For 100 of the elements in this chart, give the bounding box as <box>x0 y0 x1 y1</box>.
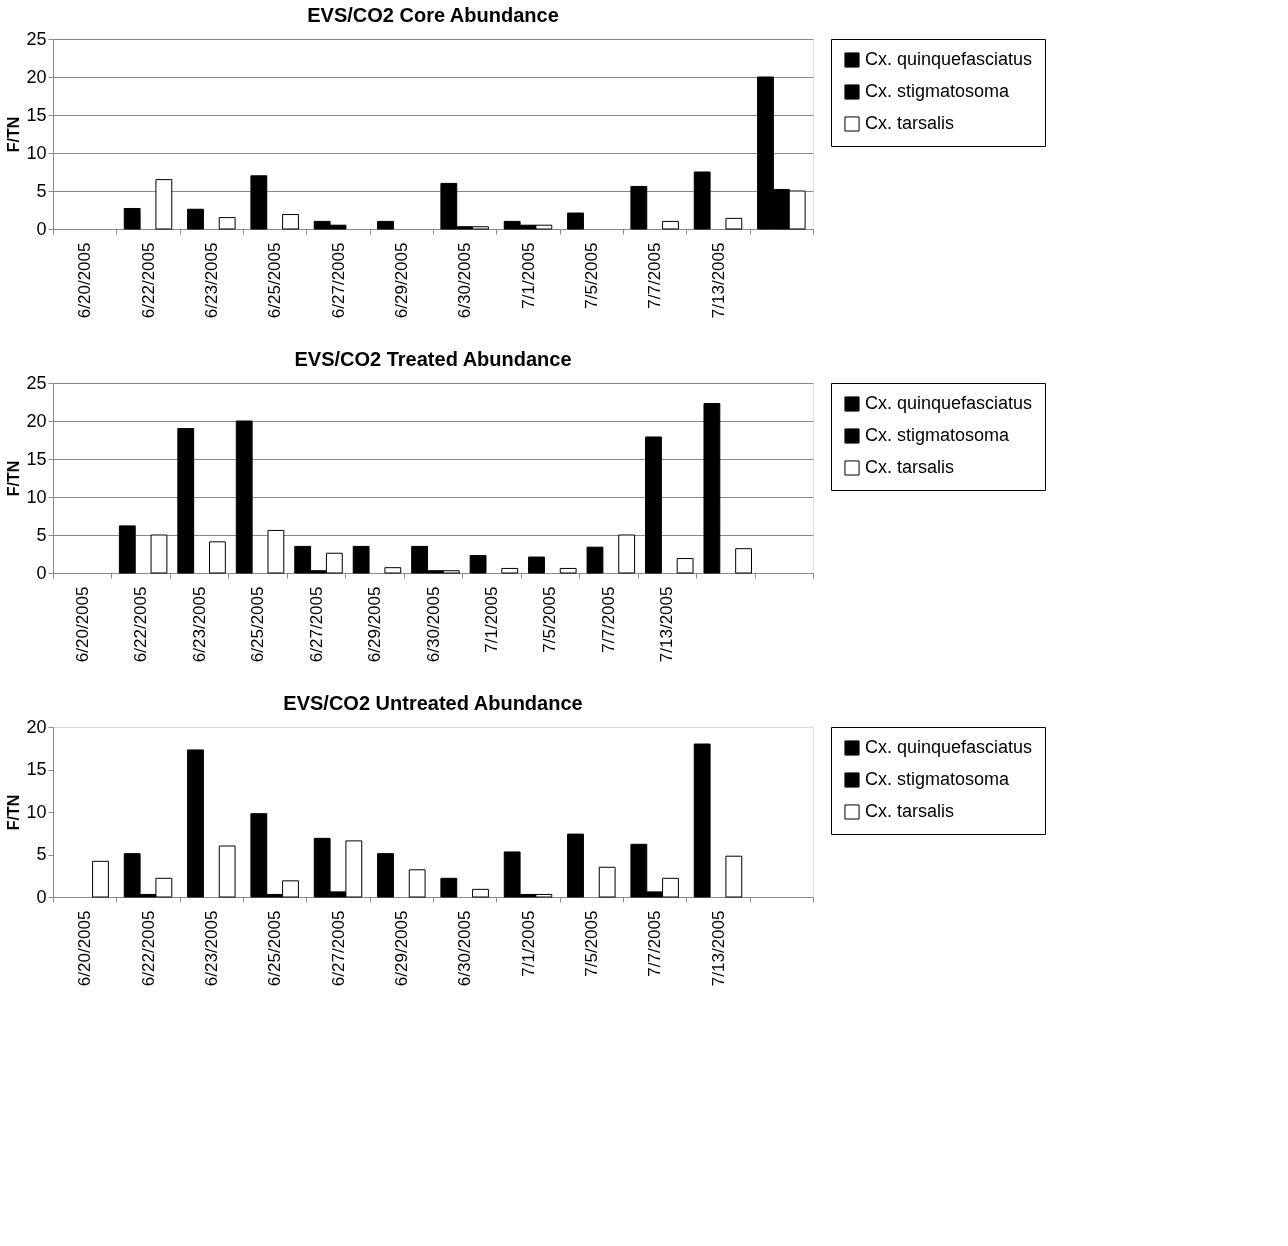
bar <box>118 525 136 574</box>
x-tick-label: 7/13/2005 <box>657 586 677 663</box>
x-tick-label: 6/29/2005 <box>391 242 411 319</box>
bar <box>352 545 370 574</box>
x-tick-label: 6/25/2005 <box>265 242 285 319</box>
legend-label: Cx. stigmatosoma <box>865 425 1011 445</box>
bar <box>586 546 604 574</box>
bar <box>559 567 577 574</box>
x-tick-label: 6/20/2005 <box>75 242 95 319</box>
bar <box>218 845 236 898</box>
x-tick-label: 7/5/2005 <box>581 242 601 309</box>
x-tick-label: 7/5/2005 <box>581 910 601 977</box>
bar <box>150 534 168 574</box>
bar <box>123 207 141 230</box>
y-tick-label: 0 <box>36 218 47 239</box>
chart-title: EVS/CO2 Treated Abundance <box>294 348 572 370</box>
x-tick-label: 7/13/2005 <box>708 910 728 987</box>
y-tick-label: 0 <box>36 562 47 583</box>
bar <box>250 175 268 230</box>
bar <box>676 558 694 574</box>
bar <box>177 428 195 574</box>
bar <box>598 866 616 898</box>
y-tick-label: 20 <box>26 410 47 431</box>
bar <box>267 529 285 574</box>
chart-title: EVS/CO2 Untreated Abundance <box>283 692 583 714</box>
bar <box>282 214 299 230</box>
bar <box>725 855 743 898</box>
bar <box>155 179 173 230</box>
x-tick-label: 6/23/2005 <box>201 242 221 319</box>
y-tick-label: 10 <box>26 142 47 163</box>
bar <box>187 208 204 230</box>
bar <box>693 171 711 230</box>
bar <box>209 541 226 574</box>
x-tick-label: 7/1/2005 <box>481 586 501 653</box>
bar <box>501 567 519 574</box>
legend-label: Cx. tarsalis <box>865 457 955 477</box>
x-tick-label: 6/23/2005 <box>189 586 209 663</box>
bar <box>735 548 752 574</box>
bar <box>528 556 545 574</box>
y-tick-label: 0 <box>36 886 47 907</box>
bar <box>472 888 489 898</box>
bar <box>725 217 743 230</box>
bar <box>384 567 402 574</box>
x-tick-label: 6/23/2005 <box>201 910 221 987</box>
bar <box>693 743 711 898</box>
bar <box>662 220 679 230</box>
bar <box>469 555 487 574</box>
legend-label: Cx. quinquefasciatus <box>865 737 1033 757</box>
x-tick-label: 6/30/2005 <box>423 586 443 663</box>
y-tick-label: 20 <box>26 66 47 87</box>
bar <box>235 420 253 574</box>
x-tick-label: 6/27/2005 <box>306 586 326 663</box>
x-tick-label: 7/7/2005 <box>598 586 618 653</box>
bar <box>567 833 584 898</box>
bar <box>630 185 648 230</box>
x-tick-label: 6/29/2005 <box>365 586 385 663</box>
x-tick-label: 7/1/2005 <box>518 910 538 977</box>
x-tick-label: 7/5/2005 <box>540 586 560 653</box>
y-tick-label: 10 <box>26 486 47 507</box>
legend-label: Cx. quinquefasciatus <box>865 393 1033 413</box>
bar <box>377 220 394 230</box>
bar <box>618 534 636 574</box>
x-tick-label: 6/22/2005 <box>138 242 158 319</box>
y-tick-label: 15 <box>26 104 47 125</box>
y-axis-title: F/TN <box>5 116 23 153</box>
x-tick-label: 6/30/2005 <box>455 910 475 987</box>
bar <box>187 749 204 898</box>
chart-title: EVS/CO2 Core Abundance <box>307 4 559 26</box>
x-tick-label: 7/7/2005 <box>645 242 665 309</box>
y-tick-label: 5 <box>36 180 47 201</box>
x-tick-label: 6/29/2005 <box>391 910 411 987</box>
x-tick-label: 7/13/2005 <box>708 242 728 319</box>
legend-label: Cx. tarsalis <box>865 801 955 821</box>
x-tick-label: 6/20/2005 <box>75 910 95 987</box>
bar <box>440 877 458 898</box>
bar <box>703 403 721 574</box>
x-tick-label: 6/25/2005 <box>265 910 285 987</box>
bar <box>218 217 236 230</box>
legend-label: Cx. quinquefasciatus <box>865 49 1033 69</box>
y-tick-label: 10 <box>26 801 47 822</box>
y-tick-label: 25 <box>26 372 47 393</box>
bar <box>92 860 109 898</box>
legend-label: Cx. stigmatosoma <box>865 81 1011 101</box>
x-tick-label: 6/30/2005 <box>455 242 475 319</box>
x-tick-label: 6/20/2005 <box>72 586 92 663</box>
y-tick-label: 5 <box>36 524 47 545</box>
x-tick-label: 7/1/2005 <box>518 242 538 309</box>
x-tick-label: 6/27/2005 <box>328 242 348 319</box>
bar <box>645 436 662 574</box>
x-tick-label: 6/22/2005 <box>138 910 158 987</box>
x-tick-label: 6/27/2005 <box>328 910 348 987</box>
bar <box>408 869 426 898</box>
y-axis-title: F/TN <box>5 794 23 831</box>
legend-label: Cx. tarsalis <box>865 113 955 133</box>
x-tick-label: 6/25/2005 <box>248 586 268 663</box>
bar <box>377 853 394 898</box>
y-tick-label: 5 <box>36 844 47 864</box>
y-tick-label: 15 <box>26 759 47 779</box>
y-tick-label: 20 <box>26 716 47 737</box>
bar <box>567 212 584 230</box>
